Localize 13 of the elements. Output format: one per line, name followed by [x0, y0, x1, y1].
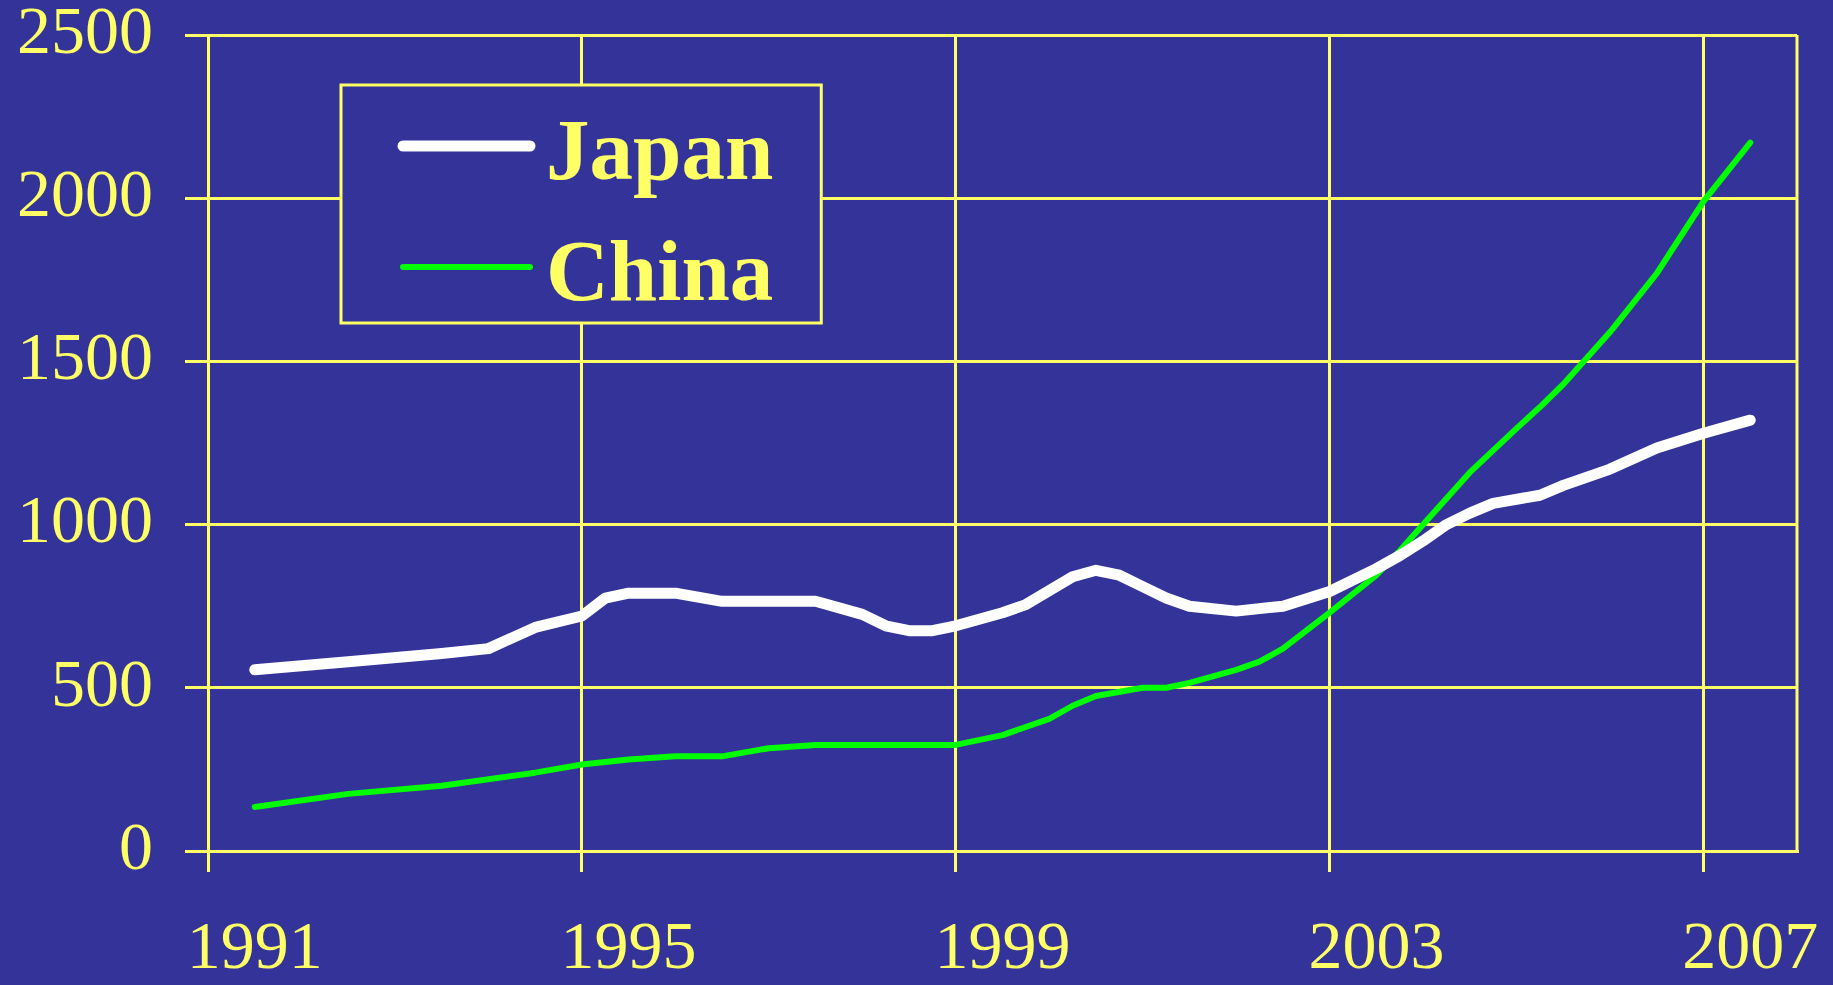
- y-tick-label: 0: [119, 807, 153, 884]
- x-tick-label: 2003: [1308, 906, 1445, 983]
- x-tick-label: 1991: [186, 906, 323, 983]
- x-tick-label: 1995: [560, 906, 697, 983]
- legend-label: China: [546, 222, 774, 319]
- y-tick-label: 1000: [17, 481, 153, 558]
- x-tick-label: 1999: [934, 906, 1071, 983]
- x-tick-label: 2007: [1682, 906, 1819, 983]
- y-tick-label: 1500: [17, 318, 153, 395]
- y-tick-label: 2000: [17, 155, 153, 232]
- y-tick-label: 500: [51, 644, 153, 721]
- y-tick-label: 2500: [17, 0, 153, 68]
- legend-label: Japan: [546, 101, 774, 198]
